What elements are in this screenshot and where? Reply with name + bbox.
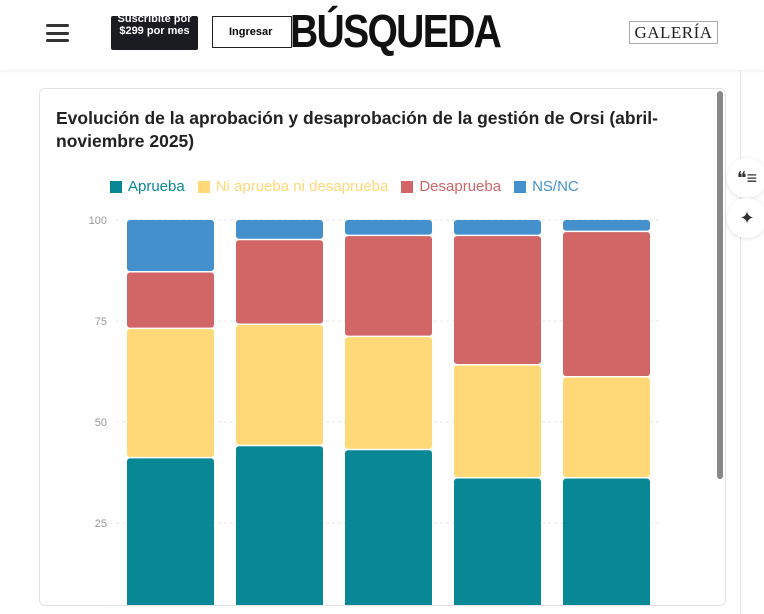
bar-segment[interactable] bbox=[127, 220, 214, 272]
legend-label: Aprueba bbox=[128, 178, 185, 195]
legend-label: Ni aprueba ni desaprueba bbox=[215, 178, 389, 195]
bar-segment[interactable] bbox=[127, 272, 214, 328]
y-tick-label: 50 bbox=[95, 417, 107, 429]
bar-segment[interactable] bbox=[236, 220, 323, 239]
legend-swatch bbox=[197, 180, 210, 193]
legend-swatch bbox=[401, 180, 414, 193]
login-button[interactable]: Ingresar bbox=[212, 16, 292, 48]
y-tick-label: 25 bbox=[95, 518, 107, 530]
bar-segment[interactable] bbox=[563, 220, 650, 231]
scrollbar[interactable] bbox=[717, 91, 723, 479]
legend-item[interactable]: Aprueba bbox=[110, 178, 185, 195]
bar-segment[interactable] bbox=[454, 365, 541, 478]
bar-segment[interactable] bbox=[563, 377, 650, 478]
chart-title: Evolución de la aprobación y desaprobaci… bbox=[56, 108, 658, 151]
bar-segment[interactable] bbox=[563, 478, 650, 605]
chart-legend: Aprueba Ni aprueba ni desaprueba Desaprueb… bbox=[110, 178, 592, 195]
legend-swatch bbox=[110, 180, 122, 193]
y-tick-label: 100 bbox=[89, 215, 107, 227]
bar-segment[interactable] bbox=[345, 236, 432, 336]
bar-segment[interactable] bbox=[236, 240, 323, 324]
quote-list-icon[interactable]: ❝≡ bbox=[727, 158, 764, 198]
bar-segment[interactable] bbox=[345, 220, 432, 235]
bar-segment[interactable] bbox=[454, 478, 541, 605]
bar-segment[interactable] bbox=[345, 450, 432, 605]
stacked-bar-chart: 25 50 75 100 bbox=[89, 215, 662, 605]
legend-swatch bbox=[514, 180, 527, 193]
divider bbox=[740, 70, 741, 614]
site-logo[interactable]: BÚSQUEDA bbox=[290, 5, 502, 57]
bar-segment[interactable] bbox=[127, 329, 214, 457]
legend-item[interactable]: NS/NC bbox=[514, 178, 579, 195]
hamburger-menu-icon[interactable] bbox=[46, 24, 69, 42]
legend-label: NS/NC bbox=[532, 178, 579, 195]
legend-item[interactable]: Desaprueba bbox=[401, 178, 501, 195]
bar-segment[interactable] bbox=[454, 220, 541, 235]
legend-label: Desaprueba bbox=[419, 178, 502, 195]
bar-segment[interactable] bbox=[563, 232, 650, 377]
chart-card: Evolución de la aprobación y desaprobaci… bbox=[39, 88, 726, 606]
bar-segment[interactable] bbox=[454, 236, 541, 364]
legend-item[interactable]: Ni aprueba ni desaprueba bbox=[197, 178, 389, 195]
bar-segment[interactable] bbox=[127, 458, 214, 605]
bar-segment[interactable] bbox=[236, 325, 323, 445]
sparkles-icon[interactable]: ✦ bbox=[727, 198, 764, 238]
bar-segment[interactable] bbox=[236, 446, 323, 605]
subscribe-button[interactable]: Suscribite por $299 por mes bbox=[111, 16, 198, 50]
site-header: Suscribite por $299 por mes Ingresar BÚS… bbox=[0, 0, 764, 70]
galeria-logo[interactable]: GALERÍA bbox=[629, 21, 718, 44]
y-tick-label: 75 bbox=[95, 316, 107, 328]
bar-segment[interactable] bbox=[345, 337, 432, 449]
